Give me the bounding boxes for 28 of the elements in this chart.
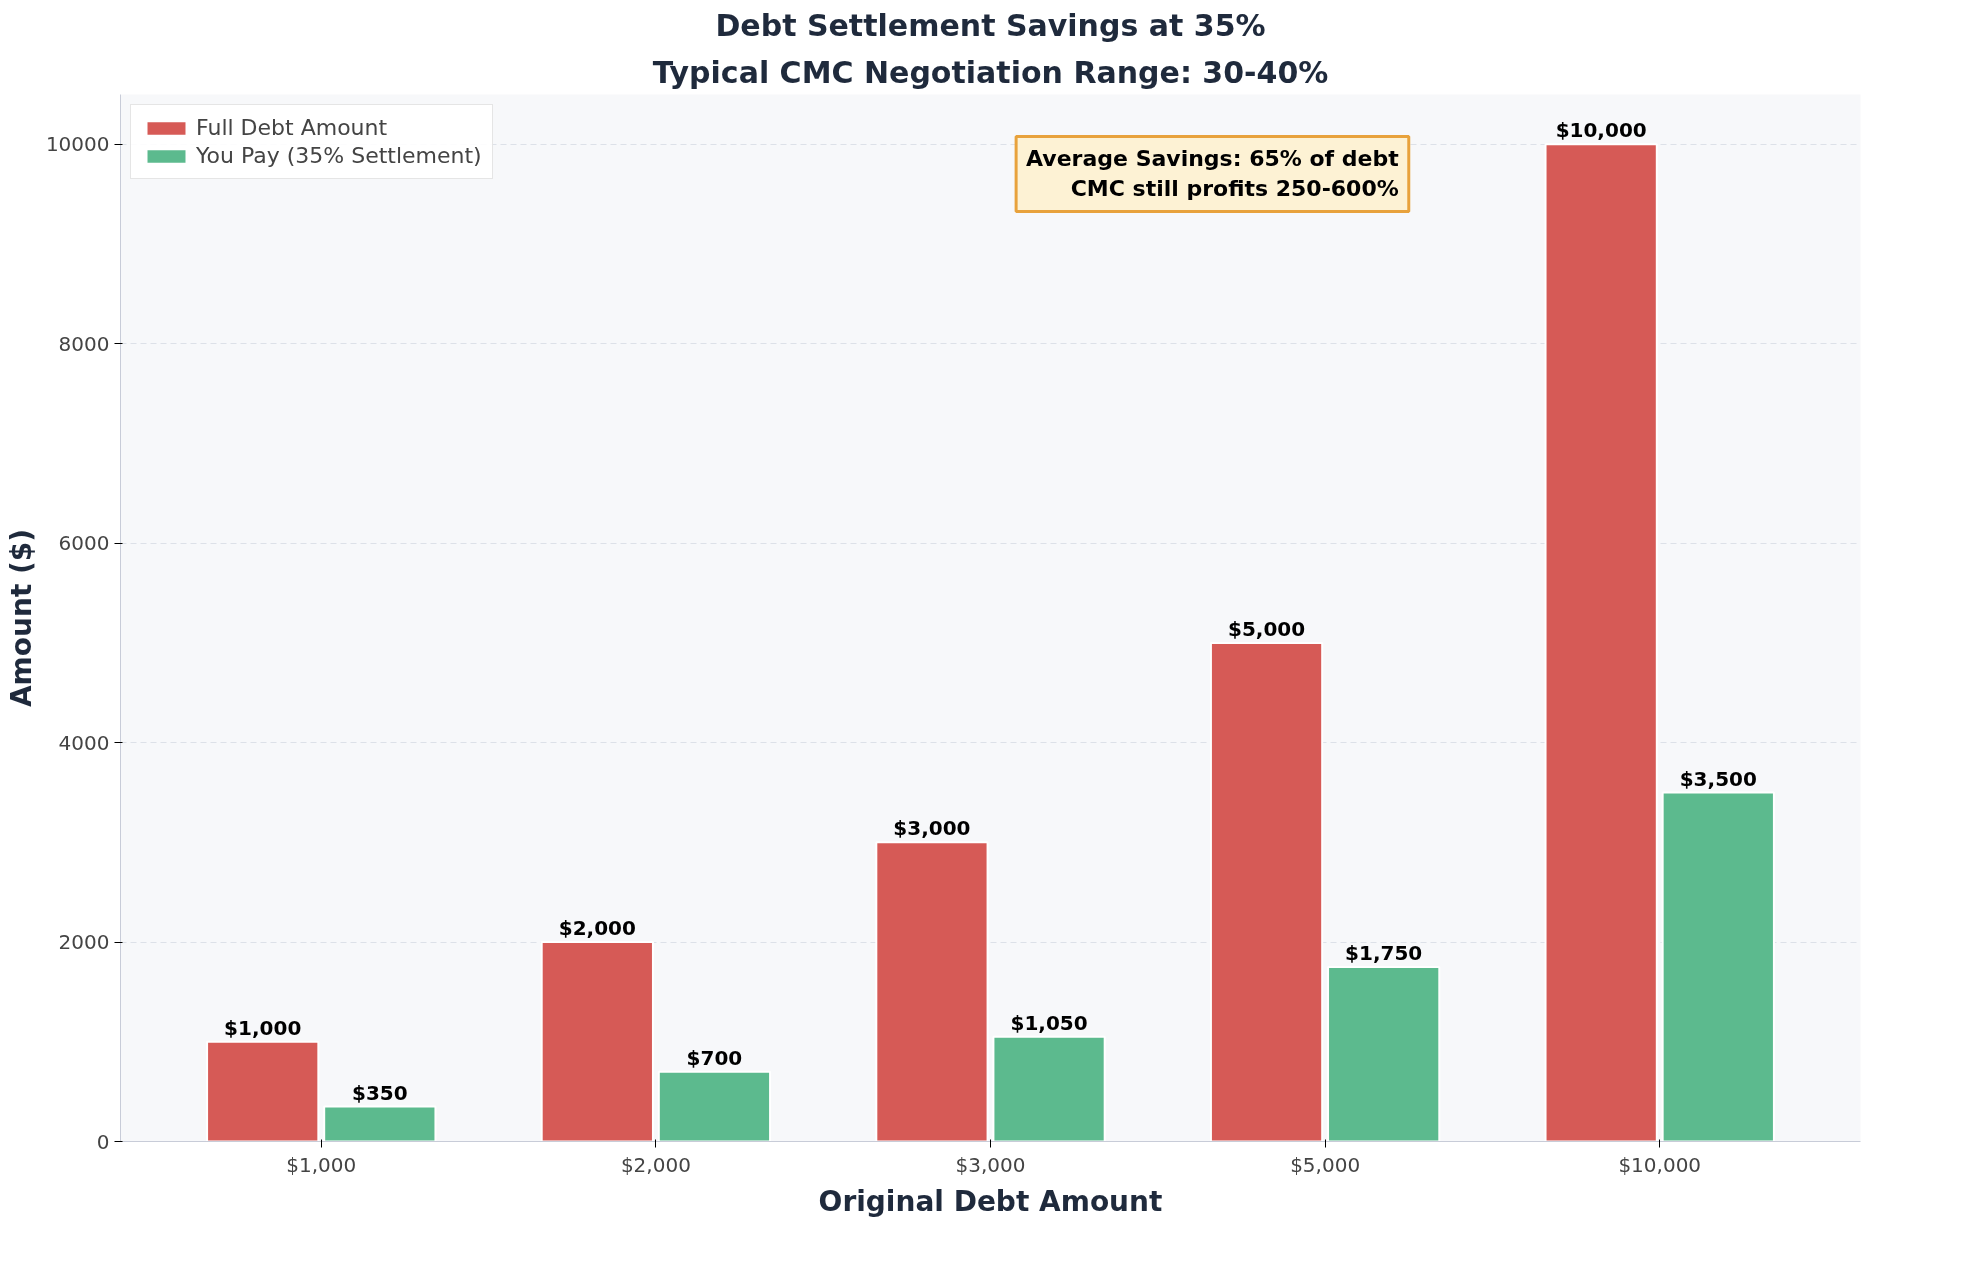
y-tick-label: 6000 (58, 531, 110, 556)
x-tick-label: $10,000 (1618, 1152, 1702, 1177)
data-label: $2,000 (558, 916, 636, 941)
chart-title: Debt Settlement Savings at 35% (715, 7, 1266, 43)
x-tick-label: $2,000 (620, 1152, 691, 1177)
data-label: $5,000 (1227, 616, 1306, 641)
y-tick-label: 2000 (58, 930, 110, 955)
chart-subtitle: Typical CMC Negotiation Range: 30-40% (652, 54, 1329, 90)
data-label: $3,000 (893, 816, 971, 841)
data-label: $700 (686, 1045, 743, 1070)
data-label: $1,050 (1010, 1010, 1088, 1035)
y-axis-title: Amount ($) (4, 528, 38, 708)
y-tick-label: 10000 (45, 132, 110, 157)
legend-label: You Pay (35% Settlement) (196, 143, 482, 168)
data-label: $10,000 (1555, 118, 1647, 143)
x-tick-label: $5,000 (1290, 1152, 1361, 1177)
data-label: $1,750 (1345, 941, 1423, 965)
annotation: Average Savings: 65% of debt CMC still profits 250-600% (1026, 146, 1400, 202)
data-label: $1,000 (224, 1015, 302, 1040)
legend-label: Full Debt Amount (196, 115, 388, 140)
data-label: $350 (351, 1080, 408, 1105)
x-tick-label: $3,000 (955, 1152, 1026, 1177)
y-tick-label: 8000 (58, 331, 110, 356)
data-label: $3,500 (1679, 766, 1757, 791)
y-tick-label: 0 (96, 1129, 110, 1154)
y-tick-label: 4000 (58, 730, 110, 755)
x-tick-label: $1,000 (286, 1152, 357, 1177)
x-axis-title: Original Debt Amount (818, 1184, 1163, 1218)
